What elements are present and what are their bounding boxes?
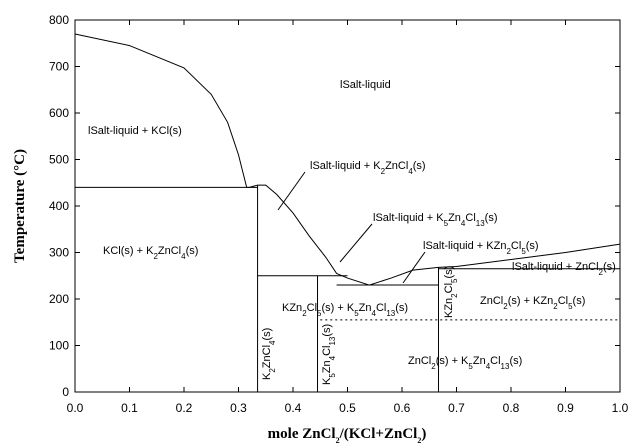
annotation: K5Zn4Cl13(s) — [321, 324, 337, 385]
annotation: lSalt-liquid + K5Zn4Cl13(s) — [373, 212, 498, 228]
annotation: lSalt-liquid + KZn2Cl5(s) — [423, 240, 539, 256]
leader-line — [402, 251, 426, 284]
annotation: K2ZnCl4(s) — [261, 328, 277, 380]
x-tick-label: 0.9 — [557, 401, 574, 415]
x-tick-label: 0.0 — [67, 401, 84, 415]
annotation: lSalt-liquid + K2ZnCl4(s) — [310, 160, 426, 176]
annotation: KZn2Cl5(s) — [443, 266, 459, 318]
x-tick-label: 0.4 — [285, 401, 302, 415]
y-tick-label: 300 — [49, 246, 69, 260]
annotation: lSalt-liquid — [340, 79, 391, 91]
leader-line — [339, 223, 373, 263]
annotation: ZnCl2(s) + KZn2Cl5(s) — [480, 295, 585, 311]
x-tick-label: 1.0 — [612, 401, 629, 415]
y-tick-label: 700 — [49, 60, 69, 74]
y-tick-label: 500 — [49, 153, 69, 167]
plot-frame — [74, 19, 621, 393]
x-axis-title: mole ZnCl2/(KCl+ZnCl2) — [268, 426, 427, 445]
y-tick-label: 400 — [49, 199, 69, 213]
x-tick-label: 0.7 — [448, 401, 465, 415]
y-tick-label: 800 — [49, 13, 69, 27]
phase-boundary — [74, 33, 621, 286]
x-tick-label: 0.3 — [230, 401, 247, 415]
x-tick-label: 0.2 — [176, 401, 193, 415]
annotation: ZnCl2(s) + K5Zn4Cl13(s) — [408, 355, 522, 371]
y-tick-label: 200 — [49, 292, 69, 306]
y-tick-label: 0 — [62, 385, 69, 399]
annotation: lSalt-liquid + KCl(s) — [88, 125, 182, 137]
annotation: KZn2Cl5(s) + K5Zn4Cl13(s) — [282, 302, 408, 318]
y-axis-title: Temperature (°C) — [12, 149, 28, 263]
y-tick-label: 100 — [49, 339, 69, 353]
x-tick-label: 0.5 — [339, 401, 356, 415]
x-tick-label: 0.6 — [394, 401, 411, 415]
annotation: KCl(s) + K2ZnCl4(s) — [103, 245, 198, 261]
x-tick-label: 0.8 — [503, 401, 520, 415]
y-tick-label: 600 — [49, 106, 69, 120]
annotation: lSalt-liquid + ZnCl2(s) — [512, 261, 616, 277]
leader-line — [277, 171, 306, 211]
x-tick-label: 0.1 — [121, 401, 138, 415]
